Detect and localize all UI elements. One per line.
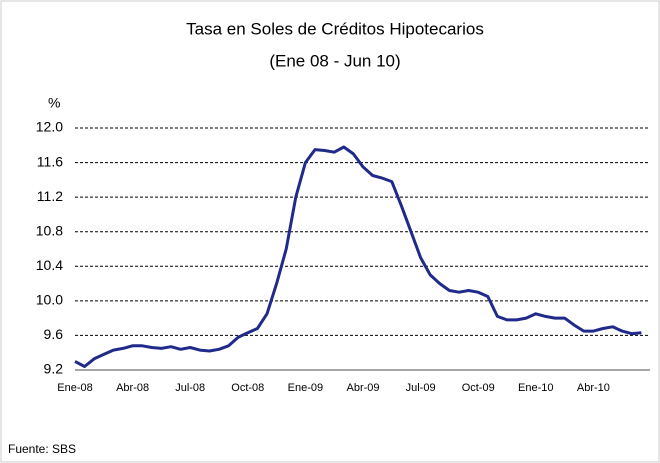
y-tick-label: 11.2 bbox=[37, 188, 63, 204]
x-tick-label: Abr-08 bbox=[116, 382, 149, 394]
y-tick-label: 11.6 bbox=[37, 153, 63, 169]
y-tick-label: 10.4 bbox=[36, 257, 63, 273]
y-tick-label: 9.6 bbox=[44, 326, 64, 342]
source: Fuente: SBS bbox=[8, 442, 76, 456]
y-tick-label: 10.8 bbox=[36, 222, 63, 238]
y-unit: % bbox=[48, 95, 60, 111]
x-tick-label: Oct-09 bbox=[462, 382, 495, 394]
x-tick-label: Abr-09 bbox=[346, 382, 379, 394]
chart-subtitle: (Ene 08 - Jun 10) bbox=[269, 51, 400, 70]
x-tick-label: Oct-08 bbox=[231, 382, 264, 394]
x-tick-label: Jul-09 bbox=[406, 382, 436, 394]
y-tick-label: 12.0 bbox=[36, 119, 63, 135]
chart-title: Tasa en Soles de Créditos Hipotecarios bbox=[186, 19, 484, 38]
x-tick-label: Ene-09 bbox=[288, 382, 323, 394]
x-tick-label: Ene-10 bbox=[518, 382, 553, 394]
y-tick-label: 10.0 bbox=[36, 292, 63, 308]
series-line bbox=[74, 145, 642, 368]
x-tick-label: Jul-08 bbox=[175, 382, 205, 394]
x-tick-label: Abr-10 bbox=[577, 382, 610, 394]
x-tick-label: Ene-08 bbox=[57, 382, 92, 394]
y-tick-label: 9.2 bbox=[44, 361, 64, 377]
